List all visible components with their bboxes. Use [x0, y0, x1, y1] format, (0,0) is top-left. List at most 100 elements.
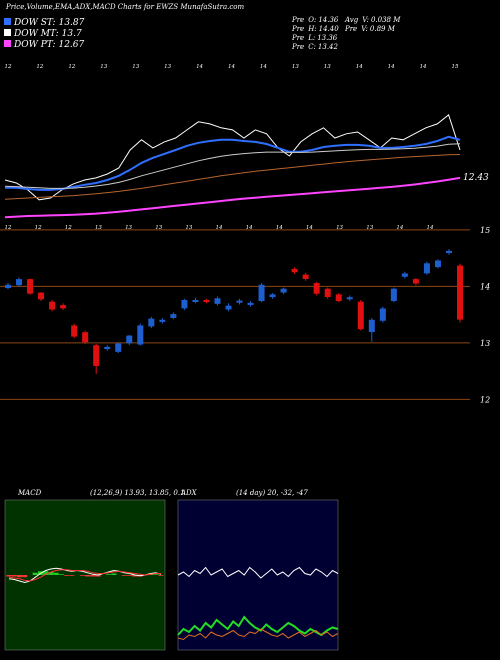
stat-value: 14.36 — [318, 16, 339, 24]
histogram-bar — [79, 575, 85, 576]
stat-label: Avg — [344, 16, 359, 24]
series-line — [5, 135, 461, 191]
x-tick-label: 14 — [216, 225, 223, 231]
series-line — [177, 566, 339, 579]
legend-value: 12.67 — [58, 40, 84, 50]
candle-body — [457, 265, 463, 320]
x-tick-label: 13 — [125, 225, 132, 231]
candle-body — [115, 343, 122, 352]
candle-body — [5, 284, 11, 289]
histogram-bar — [64, 575, 70, 576]
x-tick-label: 12 — [65, 225, 72, 231]
histogram-bar — [85, 575, 91, 577]
stat-key: H: — [307, 25, 316, 33]
x-tick-label: 14 — [276, 225, 283, 231]
x-tick-label: 13 — [292, 64, 299, 70]
stat-key: O: — [308, 16, 316, 24]
series-line — [177, 615, 339, 637]
x-tick-label: 13 — [155, 225, 162, 231]
candle-body — [137, 325, 144, 345]
candle-body — [368, 319, 375, 333]
candle-body — [280, 288, 287, 293]
candle-body — [247, 302, 254, 305]
stat-value: 0.89 M — [370, 25, 396, 33]
histogram-bar — [153, 574, 159, 575]
legend-entry: DOW PT: 12.67 — [13, 40, 85, 50]
histogram-bar — [32, 572, 38, 575]
histogram-bar — [22, 575, 28, 578]
candle-body — [159, 319, 166, 322]
candle-body — [93, 345, 100, 366]
x-tick-label: 13 — [324, 64, 331, 70]
candle-body — [214, 298, 221, 304]
candle-body — [192, 300, 199, 303]
stat-label: Pre — [291, 43, 304, 51]
candle-body — [302, 274, 309, 279]
page-title: Price,Volume,EMA,ADX,MACD Charts for EWZ… — [5, 3, 245, 11]
candle-body — [258, 284, 265, 302]
candle-body — [313, 283, 320, 294]
value-label: 12.43 — [463, 173, 489, 183]
y-tick-label: 14 — [480, 282, 490, 291]
candle-body — [291, 268, 298, 273]
stat-value: 14.40 — [319, 25, 340, 33]
candle-body — [445, 250, 452, 254]
series-line — [8, 567, 162, 584]
stat: Pre H: 14.40 — [291, 25, 339, 33]
x-tick-label: 13 — [336, 225, 343, 231]
candle-body — [148, 318, 155, 327]
histogram-bar — [53, 572, 59, 575]
stat-key: V: — [362, 16, 369, 24]
stat-value: 13.36 — [317, 34, 338, 42]
candle-body — [423, 263, 430, 274]
x-tick-label: 14 — [420, 64, 427, 70]
x-tick-label: 14 — [246, 225, 253, 231]
x-tick-label: 12 — [5, 225, 12, 231]
stat: Pre C: 13.42 — [291, 43, 339, 51]
y-tick-label: 13 — [480, 339, 490, 348]
x-tick-label: 14 — [388, 64, 395, 70]
series-line — [8, 569, 161, 582]
stat-key: V: — [361, 25, 368, 33]
x-tick-label: 12 — [5, 64, 12, 70]
series-line — [4, 154, 461, 200]
x-tick-label: 13 — [132, 64, 139, 70]
histogram-bar — [111, 573, 117, 575]
candle-body — [401, 273, 408, 277]
legend-name: DOW PT: — [13, 40, 55, 50]
stat-key: L: — [307, 34, 315, 42]
legend-swatch — [4, 40, 11, 47]
stat: Pre O: 14.36 — [291, 16, 339, 24]
x-tick-label: 14 — [196, 64, 203, 70]
histogram-bar — [106, 574, 112, 575]
stat-label: Pre — [291, 25, 304, 33]
candle-body — [27, 279, 34, 294]
histogram-bar — [121, 575, 127, 576]
candle-body — [126, 335, 133, 344]
histogram-bar — [158, 575, 164, 576]
x-tick-label: 14 — [260, 64, 267, 70]
stat: Pre V: 0.89 M — [344, 25, 396, 33]
candle-body — [225, 305, 232, 310]
panel-title: MACD — [17, 489, 42, 497]
y-tick-label: 15 — [480, 226, 490, 235]
candle-body — [104, 346, 111, 350]
candle-body — [49, 301, 56, 310]
candle-body — [390, 288, 397, 302]
stat: Avg V: 0.038 M — [344, 16, 401, 24]
candle-body — [181, 300, 188, 309]
stat-value: 13.42 — [318, 43, 339, 51]
series-line — [4, 143, 461, 189]
stat-label: Pre — [344, 25, 357, 33]
candle-body — [357, 301, 364, 330]
candle-body — [170, 314, 177, 318]
series-line — [177, 628, 339, 641]
histogram-bar — [95, 575, 101, 577]
candle-body — [324, 288, 331, 298]
candle-body — [379, 308, 386, 321]
legend-name: DOW ST: — [13, 18, 56, 28]
histogram-bar — [90, 575, 96, 577]
stat-value: 0.038 M — [371, 16, 401, 24]
candle-body — [82, 332, 89, 343]
